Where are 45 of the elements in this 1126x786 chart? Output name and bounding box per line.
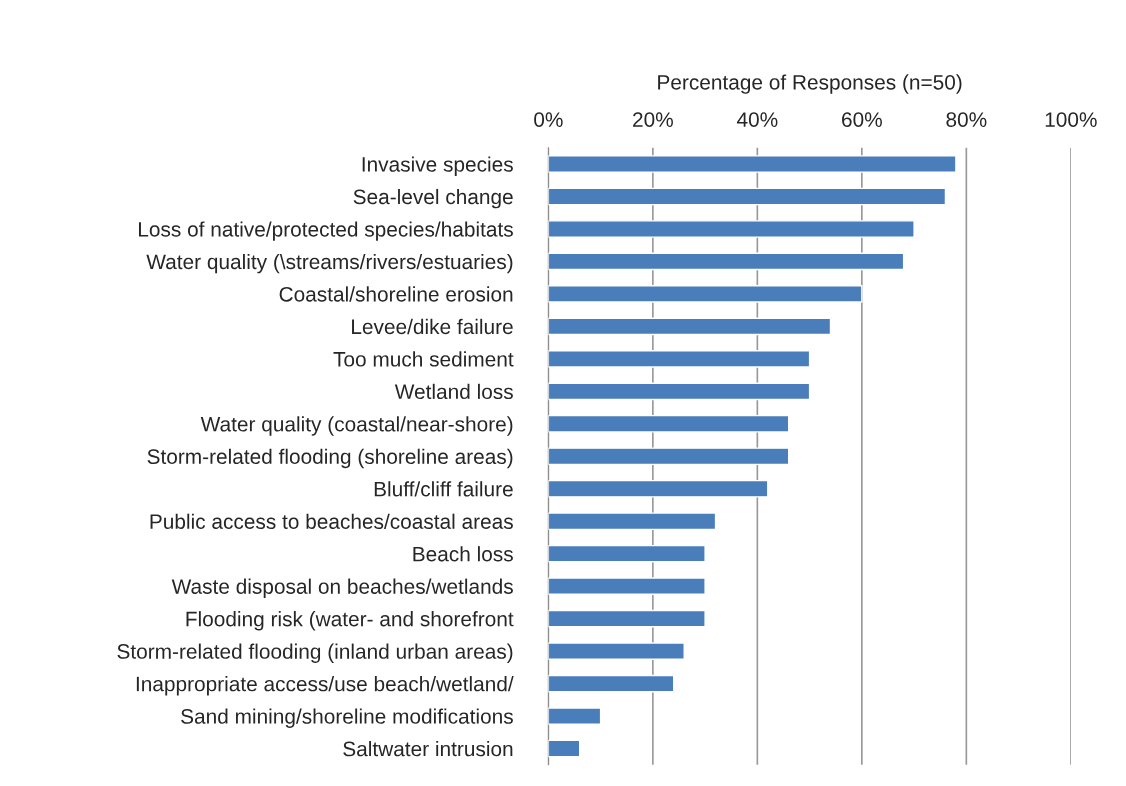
y-tick-label: Sand mining/shoreline modifications [181, 708, 513, 728]
y-tick-label: Saltwater intrusion [343, 740, 513, 757]
y-tick-label: Public access to beaches/coastal areas [150, 513, 513, 529]
y-tick-label: Too much sediment [333, 351, 514, 367]
y-tick-label: Storm-related flooding (inland urban areas) [117, 643, 513, 663]
y-tick-label: Invasive species [362, 156, 513, 176]
bar [548, 544, 706, 563]
bar [548, 382, 811, 401]
x-tick-label: 40% [736, 112, 778, 127]
x-axis-title: Percentage of Responses (n=50) [658, 74, 962, 94]
bar [548, 414, 790, 433]
x-tick-label: 0% [534, 112, 563, 127]
bar [548, 285, 863, 303]
bar [548, 674, 675, 693]
x-tick-label: 100% [1045, 112, 1097, 127]
y-tick-label: Wetland loss [394, 383, 513, 400]
y-tick-label: Beach loss [413, 546, 513, 562]
y-tick-label: Loss of native/protected species/habitats [138, 221, 513, 241]
bar [548, 512, 717, 531]
y-tick-label: Waste disposal on beaches/wetlands [171, 578, 513, 599]
bar [548, 609, 706, 628]
bar [548, 577, 706, 595]
bar [548, 220, 915, 238]
x-tick-label: 60% [842, 112, 882, 127]
bar [548, 479, 769, 498]
y-tick-label: Coastal/shoreline erosion [279, 286, 513, 302]
bar [548, 317, 832, 336]
bar [548, 642, 685, 660]
y-tick-label: Inappropriate access/use beach/wetland/ [136, 676, 514, 696]
y-tick-label: Sea-level change [353, 188, 513, 209]
bar [548, 739, 581, 758]
y-tick-label: Water quality (\streams/rivers/estuaries) [146, 253, 513, 274]
y-tick-label: Flooding risk (water- and shorefront [186, 611, 514, 631]
bar [548, 350, 811, 368]
x-tick-label: 80% [946, 112, 987, 127]
y-tick-label: Levee/dike failure [352, 318, 513, 335]
bar [548, 187, 947, 206]
y-tick-label: Water quality (coastal/near-shore) [200, 416, 513, 436]
bar [548, 447, 790, 466]
x-tick-label: 20% [633, 112, 673, 127]
y-tick-label: Storm-related flooding (shoreline areas) [147, 448, 513, 469]
bar [548, 252, 905, 271]
bar [548, 155, 957, 173]
bar [548, 707, 602, 725]
y-tick-label: Bluff/cliff failure [374, 481, 513, 497]
